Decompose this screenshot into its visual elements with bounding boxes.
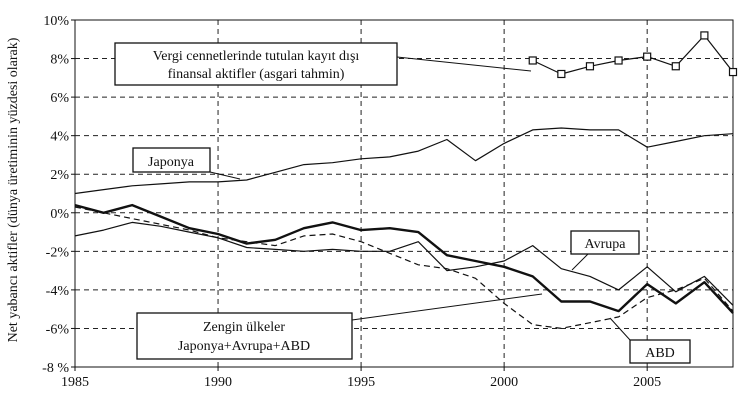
y-tick-label: -6% [46, 322, 70, 337]
x-tick-label: 1995 [347, 375, 375, 390]
data-point-marker [528, 56, 537, 65]
data-point-marker [700, 31, 709, 40]
annotation-zengin-line1: Zengin ülkeler [203, 320, 285, 335]
data-point-marker [557, 69, 566, 79]
series-line-1 [74, 127, 734, 195]
y-tick-label: -2% [46, 245, 70, 260]
y-tick-label: 2% [50, 168, 69, 183]
data-point-marker [671, 62, 680, 71]
annotation-japonya-label: Japonya [148, 155, 195, 170]
annotation-abd-box [629, 339, 691, 364]
annotation-zengin: Zengin ülkeler Japonya+Avrupa+ABD [136, 293, 543, 360]
data-point-marker [585, 62, 595, 71]
annotation-avrupa-box [570, 230, 640, 255]
annotation-avrupa: Avrupa [570, 230, 640, 271]
annotation-abd-pointer [609, 317, 631, 341]
series-line-0 [532, 34, 734, 75]
annotation-vergi-box [114, 42, 398, 86]
annotation-abd: ABD [609, 317, 691, 364]
series-line-4 [74, 203, 734, 314]
annotation-vergi-pointer [396, 56, 532, 72]
y-tick-label: 8% [50, 53, 69, 68]
x-tick-label: 1990 [204, 375, 232, 390]
y-tick-label: 10% [43, 14, 69, 29]
annotation-zengin-box [136, 312, 353, 360]
y-tick-label: 6% [50, 91, 69, 106]
data-point-marker [643, 52, 652, 61]
annotation-japonya-box [132, 147, 211, 173]
y-tick-label: -8 % [42, 361, 69, 376]
annotation-abd-label: ABD [645, 346, 675, 361]
series-line-3 [74, 206, 734, 329]
annotation-vergi: Vergi cennetlerinde tutulan kayıt dışı f… [114, 42, 532, 86]
x-tick-label: 1985 [61, 375, 89, 390]
data-point-marker [614, 56, 623, 65]
annotation-japonya: Japonya [132, 147, 241, 180]
x-tick-label: 2005 [633, 375, 661, 390]
y-tick-label: -4% [46, 284, 70, 299]
annotation-zengin-pointer [351, 293, 543, 321]
annotation-avrupa-label: Avrupa [585, 237, 627, 252]
x-tick-label: 2000 [490, 375, 518, 390]
annotation-vergi-line2: finansal aktifler (asgari tahmin) [168, 67, 345, 82]
annotation-zengin-line2: Japonya+Avrupa+ABD [178, 339, 310, 354]
series-group [74, 31, 738, 329]
annotation-japonya-pointer [209, 171, 241, 180]
y-tick-label: 4% [50, 130, 69, 145]
annotation-vergi-line1: Vergi cennetlerinde tutulan kayıt dışı [153, 49, 360, 64]
data-point-marker [728, 67, 738, 77]
y-axis-label: Net yabancı aktifler (dünya üretiminin y… [6, 37, 21, 342]
series-line-2 [74, 221, 734, 306]
axis-ticks: -8 % -6% -4% -2% 0% 2% 4% 6% 8% 10% 1985 1990 1995 20… [42, 14, 661, 390]
y-tick-label: 0% [50, 207, 69, 222]
annotation-avrupa-pointer [571, 253, 589, 271]
